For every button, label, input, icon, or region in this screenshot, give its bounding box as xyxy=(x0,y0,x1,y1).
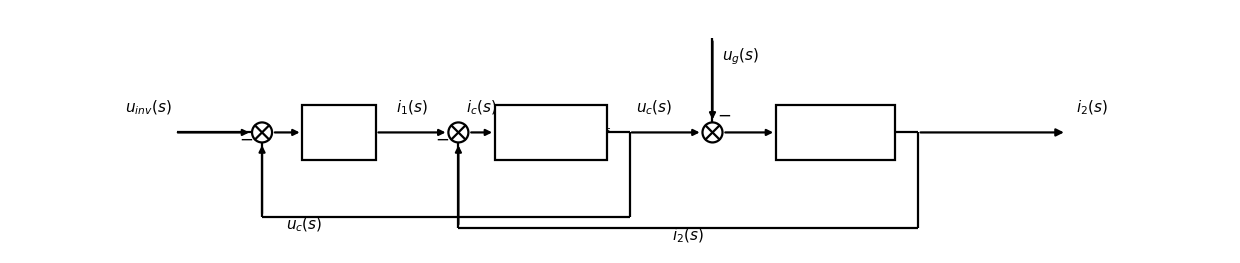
Text: $\dfrac{1}{sC}$: $\dfrac{1}{sC}$ xyxy=(537,109,557,137)
Text: $sL_{1}$: $sL_{1}$ xyxy=(326,133,352,153)
Text: $i_{2}(s)$: $i_{2}(s)$ xyxy=(1076,99,1107,117)
Bar xyxy=(495,105,606,160)
Circle shape xyxy=(703,122,723,143)
Bar xyxy=(303,105,376,160)
Text: $i_{1}(s)$: $i_{1}(s)$ xyxy=(396,99,428,117)
Text: $u_{g}(s)$: $u_{g}(s)$ xyxy=(722,47,759,67)
Text: $s(L_{2}+L_{g})$: $s(L_{2}+L_{g})$ xyxy=(804,134,868,153)
Text: $u_{c}(s)$: $u_{c}(s)$ xyxy=(636,99,673,117)
Text: $u_{c}(s)$: $u_{c}(s)$ xyxy=(286,216,322,234)
Text: $-$: $-$ xyxy=(717,106,732,124)
Bar xyxy=(776,105,895,160)
Text: $1$: $1$ xyxy=(830,113,841,132)
Text: $+sL_{f}$: $+sL_{f}$ xyxy=(575,120,611,139)
Text: $i_{2}(s)$: $i_{2}(s)$ xyxy=(672,226,704,245)
Text: $i_{c}(s)$: $i_{c}(s)$ xyxy=(466,99,497,117)
Text: $1$: $1$ xyxy=(334,114,345,132)
Circle shape xyxy=(449,122,469,143)
Text: $-$: $-$ xyxy=(435,130,449,148)
Text: $-$: $-$ xyxy=(239,130,253,148)
Circle shape xyxy=(252,122,272,143)
Text: $u_{inv}(s)$: $u_{inv}(s)$ xyxy=(125,99,172,117)
